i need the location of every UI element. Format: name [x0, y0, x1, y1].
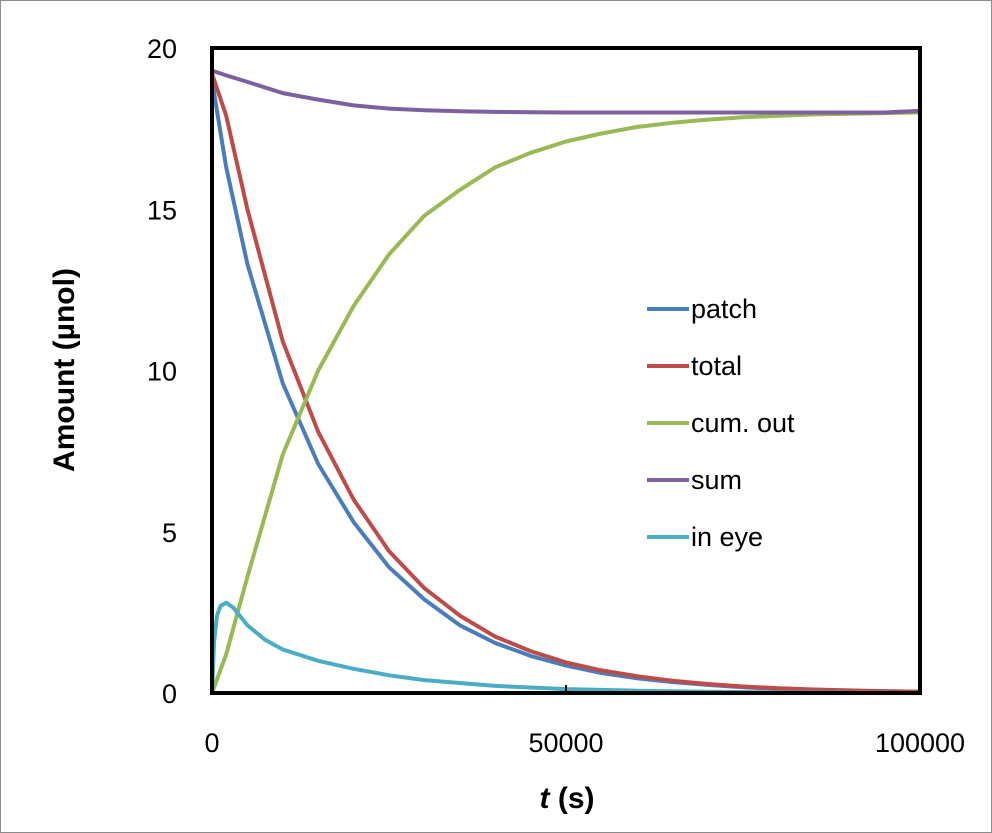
x-axis-title: t (s): [540, 782, 595, 815]
plot-lines: [210, 68, 921, 695]
legend: patch total cum. out sum in eye: [647, 294, 795, 552]
legend-item-total: total: [647, 351, 742, 381]
x-tick-label: 50000: [528, 728, 603, 758]
series-line-in-eye: [210, 600, 921, 695]
series-line-sum: [211, 68, 921, 115]
y-tick-label: 0: [162, 679, 177, 709]
series-line-patch: [210, 79, 921, 694]
x-axis-title-italic: t: [540, 782, 552, 815]
legend-item-cum-out: cum. out: [647, 408, 795, 438]
series-line-cum-out: [210, 110, 921, 694]
legend-item-in-eye: in eye: [647, 522, 763, 552]
y-tick-label: 15: [147, 195, 177, 225]
legend-label: cum. out: [691, 408, 795, 438]
x-tick-label: 100000: [875, 728, 965, 758]
y-axis-title: Amount (µnol): [48, 268, 81, 472]
legend-label: sum: [691, 465, 742, 495]
x-axis-title-unit: (s): [550, 782, 595, 815]
legend-label: in eye: [691, 522, 763, 552]
series-line-total: [210, 73, 921, 694]
legend-item-sum: sum: [647, 465, 742, 495]
y-tick-label: 5: [162, 518, 177, 548]
x-tick-label: 0: [204, 728, 219, 758]
axis-ticks: [211, 685, 921, 693]
axis-tick-labels: 0 50000 100000 0 5 10 15 20: [147, 34, 965, 758]
legend-label: patch: [691, 294, 757, 324]
legend-item-patch: patch: [647, 294, 757, 324]
legend-label: total: [691, 351, 742, 381]
y-tick-label: 20: [147, 34, 177, 64]
y-tick-label: 10: [147, 357, 177, 387]
